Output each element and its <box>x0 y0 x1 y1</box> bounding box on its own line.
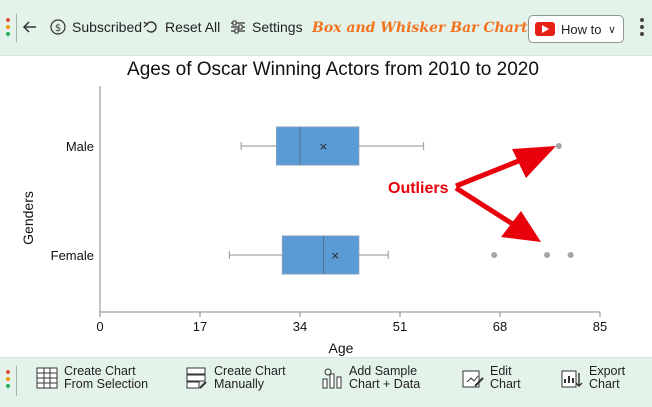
chart-title: Ages of Oscar Winning Actors from 2010 t… <box>127 59 539 80</box>
drag-handle-icon[interactable] <box>6 18 10 39</box>
export-chart-line2: Chart <box>589 377 620 391</box>
how-to-label: How to <box>561 21 602 37</box>
sample-data-icon <box>322 368 342 389</box>
settings-button[interactable]: Settings <box>230 19 303 35</box>
youtube-icon <box>535 22 555 36</box>
svg-text:$: $ <box>55 23 61 34</box>
x-tick-label: 85 <box>593 319 607 334</box>
sliders-icon <box>231 20 245 34</box>
dollar-icon: $ <box>50 19 66 35</box>
add-sample-chart-button[interactable]: Add Sample Chart + Data <box>321 365 420 391</box>
edit-chart-line2: Chart <box>490 377 521 391</box>
create-selection-line1: Create Chart <box>64 364 136 378</box>
x-tick-label: 17 <box>193 319 207 334</box>
export-chart-button[interactable]: Export Chart <box>561 365 625 391</box>
back-arrow-icon <box>22 21 36 33</box>
outlier-point <box>567 252 574 258</box>
add-sample-line2: Chart + Data <box>349 377 421 391</box>
more-options-icon[interactable] <box>640 18 644 39</box>
export-chart-line1: Export <box>589 364 626 378</box>
x-tick-label: 51 <box>393 319 407 334</box>
top-toolbar: $ Subscribed Reset All Settings Box and … <box>0 0 652 56</box>
y-category-label: Female <box>51 248 94 263</box>
box-iqr <box>275 126 360 166</box>
edit-chart-icon <box>462 370 484 388</box>
divider <box>16 366 17 396</box>
outlier-point <box>491 252 498 258</box>
reset-all-label: Reset All <box>165 19 221 35</box>
create-manual-line1: Create Chart <box>214 364 286 378</box>
box-iqr <box>281 235 360 275</box>
x-tick-label: 0 <box>96 319 103 334</box>
reset-all-button[interactable]: Reset All <box>143 19 220 35</box>
annotation-label: Outliers <box>388 180 449 197</box>
spreadsheet-icon <box>36 367 58 389</box>
x-tick-label: 68 <box>493 319 507 334</box>
export-icon <box>561 370 583 388</box>
settings-label: Settings <box>252 19 303 35</box>
how-to-dropdown[interactable]: How to ∨ <box>528 15 624 43</box>
edit-chart-button[interactable]: Edit Chart <box>462 365 521 391</box>
outlier-point <box>544 252 551 258</box>
create-selection-line2: From Selection <box>64 377 149 391</box>
edit-chart-line1: Edit <box>490 364 512 378</box>
y-category-label: Male <box>66 139 94 154</box>
chevron-down-icon: ∨ <box>607 23 616 36</box>
back-button[interactable] <box>22 19 38 35</box>
subscribed-label: Subscribed <box>72 19 143 35</box>
outlier-point <box>555 143 562 149</box>
x-axis-label: Age <box>329 340 354 356</box>
app-title: Box and Whisker Bar Chart <box>312 20 528 36</box>
table-edit-icon <box>186 367 207 389</box>
create-chart-manually-button[interactable]: Create Chart Manually <box>186 365 286 391</box>
undo-icon <box>143 21 157 33</box>
x-tick-label: 34 <box>293 319 307 334</box>
add-sample-line1: Add Sample <box>349 364 418 378</box>
mean-marker: × <box>331 249 340 262</box>
divider <box>16 14 17 42</box>
create-manual-line2: Manually <box>214 377 265 391</box>
mean-marker: × <box>319 140 328 153</box>
subscribed-button[interactable]: $ Subscribed <box>50 19 142 35</box>
box-whisker-chart: Ages of Oscar Winning Actors from 2010 t… <box>20 59 607 356</box>
annotation-arrowhead-lower <box>501 211 541 242</box>
outliers-annotation: Outliers <box>388 146 556 242</box>
drag-handle-icon[interactable] <box>6 370 10 391</box>
y-axis-label: Genders <box>20 191 36 245</box>
create-chart-from-selection-button[interactable]: Create Chart From Selection <box>36 365 148 391</box>
annotation-arrowhead-upper <box>512 146 556 178</box>
